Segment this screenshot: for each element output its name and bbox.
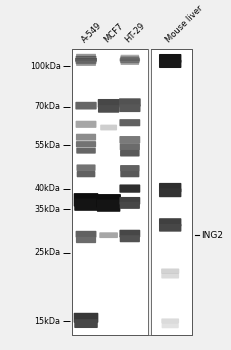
FancyBboxPatch shape [96, 199, 120, 212]
FancyBboxPatch shape [119, 58, 140, 62]
Bar [72, 49, 191, 335]
FancyBboxPatch shape [74, 319, 97, 328]
FancyBboxPatch shape [75, 56, 96, 60]
FancyBboxPatch shape [75, 121, 96, 128]
Text: HT-29: HT-29 [123, 21, 146, 44]
FancyBboxPatch shape [76, 141, 96, 147]
FancyBboxPatch shape [76, 134, 96, 141]
FancyBboxPatch shape [97, 99, 119, 108]
FancyBboxPatch shape [76, 164, 95, 171]
Text: 70kDa: 70kDa [34, 102, 60, 111]
FancyBboxPatch shape [75, 231, 96, 238]
FancyBboxPatch shape [76, 54, 96, 57]
FancyBboxPatch shape [99, 232, 117, 238]
FancyBboxPatch shape [158, 183, 181, 193]
Bar [72, 49, 148, 335]
FancyBboxPatch shape [119, 98, 140, 107]
FancyBboxPatch shape [120, 56, 139, 60]
Text: 25kDa: 25kDa [34, 248, 60, 257]
FancyBboxPatch shape [161, 323, 178, 328]
Bar [150, 49, 191, 335]
FancyBboxPatch shape [119, 104, 140, 112]
FancyBboxPatch shape [119, 143, 139, 150]
FancyBboxPatch shape [75, 60, 96, 64]
Text: A-549: A-549 [79, 20, 103, 44]
FancyBboxPatch shape [76, 171, 95, 177]
Text: 55kDa: 55kDa [34, 141, 60, 150]
FancyBboxPatch shape [119, 184, 140, 193]
FancyBboxPatch shape [160, 268, 179, 274]
FancyBboxPatch shape [74, 198, 97, 211]
FancyBboxPatch shape [73, 313, 98, 323]
Text: 40kDa: 40kDa [35, 184, 60, 193]
FancyBboxPatch shape [158, 218, 181, 226]
FancyBboxPatch shape [97, 105, 119, 113]
Text: Mouse liver: Mouse liver [163, 3, 204, 44]
FancyBboxPatch shape [73, 193, 98, 206]
Text: 100kDa: 100kDa [30, 62, 60, 71]
FancyBboxPatch shape [96, 194, 120, 208]
Bar [148, 49, 150, 335]
FancyBboxPatch shape [119, 202, 139, 209]
FancyBboxPatch shape [119, 197, 140, 205]
FancyBboxPatch shape [120, 55, 138, 58]
FancyBboxPatch shape [75, 58, 97, 62]
FancyBboxPatch shape [119, 235, 139, 242]
Text: 15kDa: 15kDa [34, 316, 60, 326]
FancyBboxPatch shape [100, 125, 117, 131]
FancyBboxPatch shape [76, 148, 95, 154]
Text: MCF7: MCF7 [102, 21, 125, 44]
Text: 35kDa: 35kDa [34, 205, 60, 214]
FancyBboxPatch shape [76, 237, 96, 243]
FancyBboxPatch shape [158, 54, 181, 63]
FancyBboxPatch shape [158, 60, 181, 68]
FancyBboxPatch shape [120, 171, 139, 177]
FancyBboxPatch shape [76, 62, 96, 66]
FancyBboxPatch shape [158, 224, 181, 232]
FancyBboxPatch shape [120, 150, 139, 156]
FancyBboxPatch shape [120, 62, 138, 65]
Text: ING2: ING2 [200, 231, 222, 240]
FancyBboxPatch shape [75, 102, 96, 110]
FancyBboxPatch shape [161, 318, 178, 324]
FancyBboxPatch shape [119, 230, 140, 237]
FancyBboxPatch shape [120, 60, 139, 63]
FancyBboxPatch shape [120, 165, 139, 172]
FancyBboxPatch shape [119, 136, 140, 144]
FancyBboxPatch shape [119, 119, 140, 126]
FancyBboxPatch shape [158, 188, 181, 197]
FancyBboxPatch shape [161, 273, 178, 279]
